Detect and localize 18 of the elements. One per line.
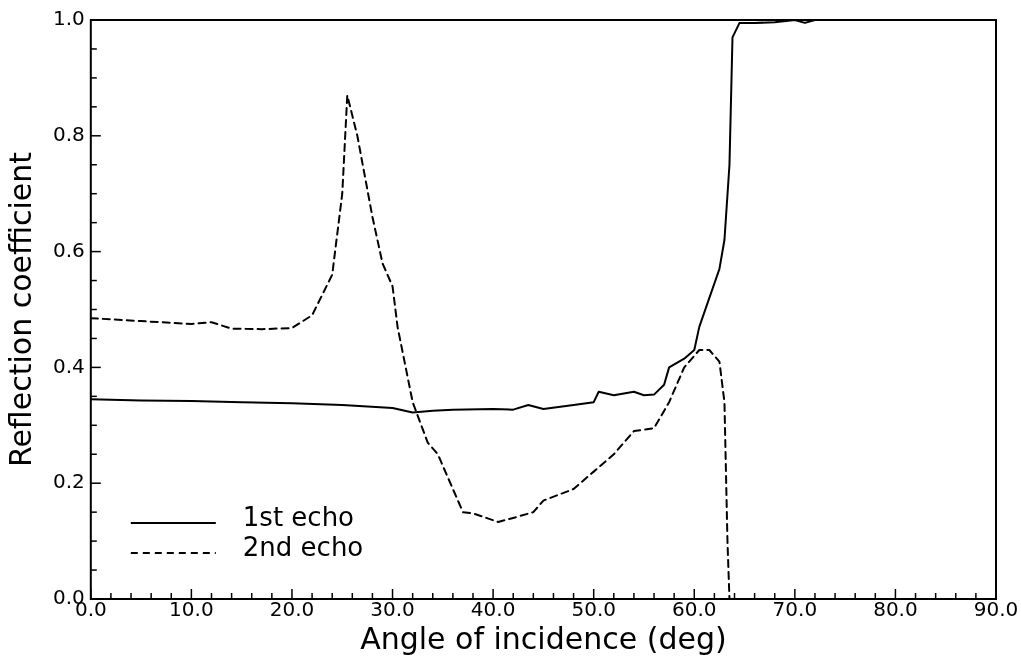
y-tick-label: 1.0 bbox=[52, 6, 85, 31]
x-tick-label: 20.0 bbox=[269, 597, 315, 622]
x-tick-label: 60.0 bbox=[672, 597, 717, 622]
x-tick-label: 70.0 bbox=[772, 597, 818, 622]
x-axis-title: Angle of incidence (deg) bbox=[360, 620, 727, 656]
x-tick-label: 50.0 bbox=[571, 597, 616, 622]
y-tick-label: 0.2 bbox=[52, 469, 85, 494]
x-tick-label: 30.0 bbox=[370, 597, 415, 622]
x-tick-label: 90.0 bbox=[973, 597, 1019, 622]
y-tick-label: 0.4 bbox=[52, 353, 85, 378]
y-axis-title: Reflection coefficient bbox=[2, 151, 38, 468]
legend-label: 2nd echo bbox=[242, 531, 364, 562]
x-tick-label: 40.0 bbox=[470, 597, 516, 622]
y-tick-label: 0.6 bbox=[52, 237, 85, 262]
x-tick-label: 10.0 bbox=[169, 597, 214, 622]
y-tick-label: 0.8 bbox=[52, 122, 85, 146]
legend-label: 1st echo bbox=[242, 501, 355, 532]
x-tick-label: 80.0 bbox=[873, 597, 918, 622]
